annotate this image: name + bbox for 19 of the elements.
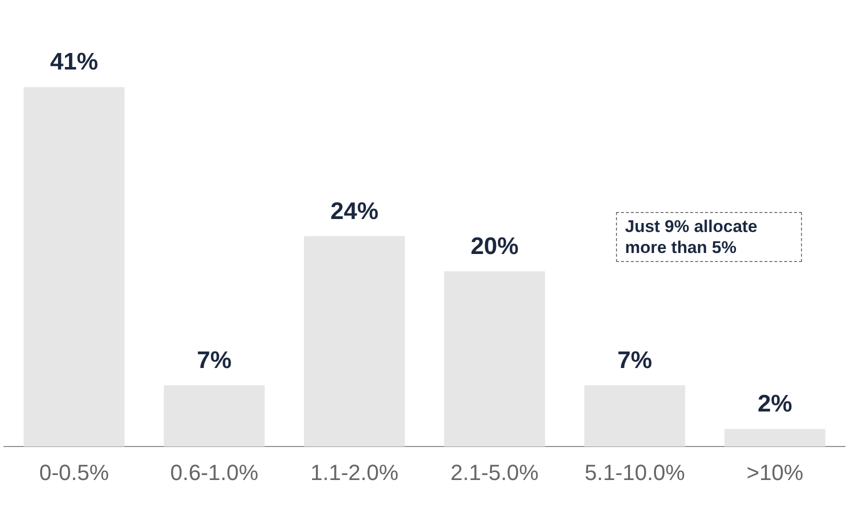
bar: [304, 236, 405, 447]
annotation: Just 9% allocate more than 5%: [625, 216, 758, 258]
x-tick-label: 0-0.5%: [39, 460, 109, 485]
bar: [444, 271, 546, 447]
x-tick-label: 2.1-5.0%: [450, 460, 539, 485]
x-tick-label: 5.1-10.0%: [584, 460, 685, 485]
bar: [164, 385, 265, 447]
bar: [724, 429, 826, 447]
data-label: 24%: [330, 198, 378, 225]
data-label: 20%: [470, 232, 519, 260]
bar: [24, 87, 125, 447]
data-label: 7%: [617, 346, 652, 374]
x-tick-label: 1.1-2.0%: [310, 460, 398, 485]
data-label: 7%: [196, 346, 232, 374]
data-label: 2%: [758, 390, 792, 418]
bar: [584, 385, 686, 447]
x-tick-label: 0.6-1.0%: [170, 460, 258, 485]
data-label: 41%: [50, 48, 98, 76]
x-tick-label: >10%: [746, 460, 804, 485]
